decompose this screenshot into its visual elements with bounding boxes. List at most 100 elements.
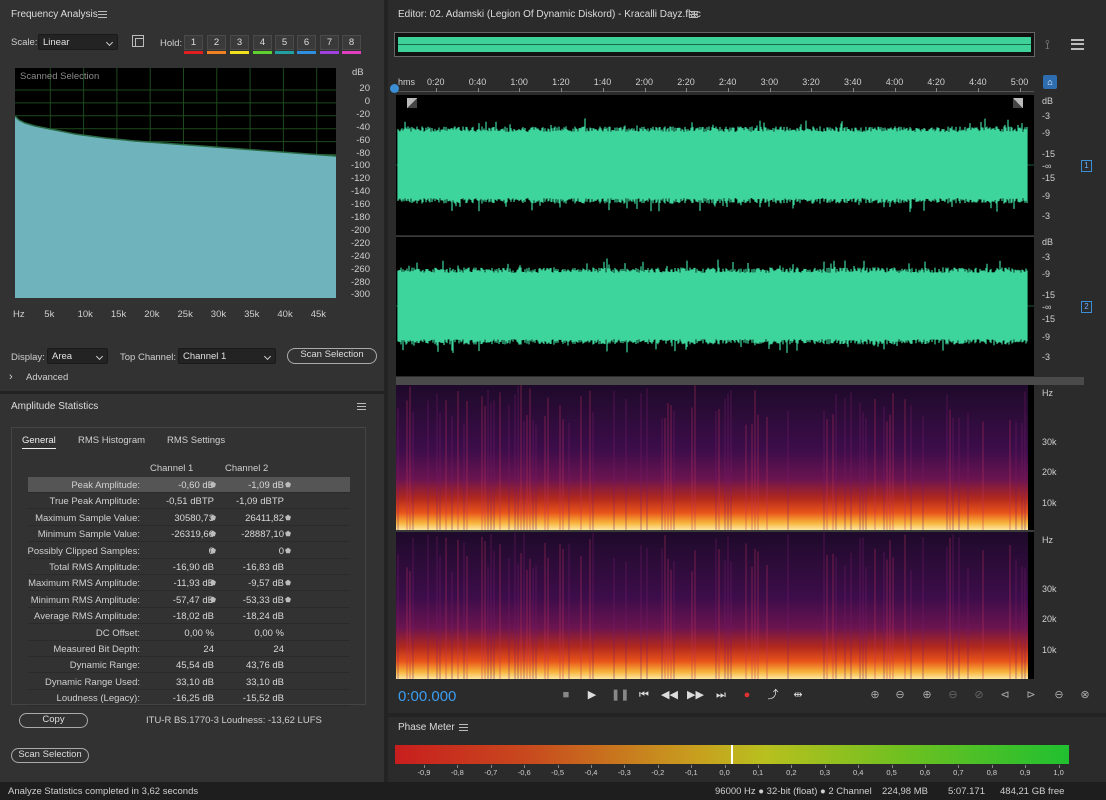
skip-forward-icon[interactable]: ⏭	[716, 689, 726, 701]
tab-general[interactable]: General	[22, 435, 56, 449]
goto-marker-icon[interactable]: ⬟	[210, 580, 217, 588]
stats-row[interactable]: Measured Bit Depth: 24 24	[28, 641, 350, 657]
zoom-vertical-icon[interactable]: ⟟	[1045, 37, 1050, 52]
stats-row[interactable]: Average RMS Amplitude: -18,02 dB -18,24 dB	[28, 608, 350, 625]
goto-marker-icon[interactable]: ⬟	[210, 547, 217, 555]
goto-marker-icon[interactable]: ⬟	[285, 547, 292, 555]
stat-channel-2: -1,09 dB	[248, 480, 284, 491]
snap-icon[interactable]: ⌂	[1043, 75, 1057, 89]
advanced-toggle[interactable]: Advanced	[26, 372, 69, 383]
hold-button-1[interactable]: 1	[184, 35, 203, 50]
zoom-out-full-icon[interactable]: ⊖	[948, 689, 958, 701]
stats-row[interactable]: True Peak Amplitude: -0,51 dBTP -1,09 dBTP	[28, 493, 350, 510]
panel-menu-icon[interactable]	[689, 11, 698, 18]
phase-tick: -0,2	[651, 768, 665, 777]
stats-row[interactable]: DC Offset: 0,00 % 0,00 %	[28, 625, 350, 641]
channel-1-badge[interactable]: 1	[1081, 160, 1092, 172]
channel-2-badge[interactable]: 2	[1081, 301, 1092, 313]
rewind-icon[interactable]: ◀◀	[661, 689, 678, 701]
current-time[interactable]: 0:00.000	[398, 688, 457, 705]
phase-tick-mark	[791, 765, 793, 768]
panel-menu-icon[interactable]	[459, 724, 468, 731]
hold-button-3[interactable]: 3	[230, 35, 249, 50]
frequency-analysis-title: Frequency Analysis	[11, 9, 98, 20]
editor-title: Editor: 02. Adamski (Legion Of Dynamic D…	[398, 9, 701, 20]
list-icon[interactable]	[1071, 39, 1084, 50]
time-tick-mark	[561, 88, 563, 92]
wave-db-tick: -∞	[1042, 302, 1052, 312]
stats-row[interactable]: Dynamic Range: 45,54 dB 43,76 dB	[28, 657, 350, 674]
fade-in-handle[interactable]	[407, 98, 417, 108]
overview-bar[interactable]	[394, 32, 1035, 57]
fast-forward-icon[interactable]: ▶▶	[687, 689, 704, 701]
pause-icon[interactable]: ❚❚	[611, 689, 630, 701]
zoom-in-left-icon[interactable]: ⊲	[1000, 689, 1010, 701]
copy-icon[interactable]	[132, 35, 144, 47]
goto-marker-icon[interactable]: ⬟	[210, 482, 217, 489]
stats-row[interactable]: Minimum RMS Amplitude: -57,47 dB -53,33 dB…	[28, 592, 350, 608]
playhead-marker[interactable]	[390, 84, 399, 93]
goto-marker-icon[interactable]: ⬟	[285, 482, 292, 489]
zoom-out-amplitude-icon[interactable]: ⊖	[895, 689, 905, 701]
freq-hz-tick: 10k	[77, 309, 93, 320]
zoom-selection-icon[interactable]: ⊘	[974, 689, 984, 701]
tab-rms-settings[interactable]: RMS Settings	[167, 435, 226, 446]
skip-back-icon[interactable]: ⏮	[639, 689, 649, 701]
loop-icon[interactable]: ⤴	[767, 689, 779, 701]
goto-marker-icon[interactable]: ⬟	[210, 531, 217, 539]
spectrogram-display[interactable]	[396, 385, 1034, 679]
play-icon[interactable]: ▶	[587, 689, 597, 701]
stats-row[interactable]: Loudness (Legacy): -16,25 dB -15,52 dB	[28, 690, 350, 707]
stats-row[interactable]: Maximum RMS Amplitude: -11,93 dB -9,57 dB ⬟…	[28, 575, 350, 592]
top-channel-dropdown[interactable]: Channel 1	[178, 348, 276, 364]
hold-button-2[interactable]: 2	[207, 35, 226, 50]
scan-selection-button[interactable]: Scan Selection	[287, 348, 377, 364]
zoom-full-icon[interactable]: ⊗	[1080, 689, 1090, 701]
time-tick-mark	[686, 88, 688, 92]
fade-out-handle[interactable]	[1013, 98, 1023, 108]
zoom-in-time-icon[interactable]: ⊕	[922, 689, 932, 701]
stats-row[interactable]: Possibly Clipped Samples: 0 0 ⬟ ⬟	[28, 543, 350, 559]
stats-row[interactable]: Dynamic Range Used: 33,10 dB 33,10 dB	[28, 674, 350, 690]
hold-button-7[interactable]: 7	[320, 35, 339, 50]
stats-row[interactable]: Minimum Sample Value: -26319,66 -28887,10 ⬟…	[28, 526, 350, 543]
goto-marker-icon[interactable]: ⬟	[285, 514, 292, 522]
freq-db-tick: 0	[364, 95, 370, 107]
hold-button-4[interactable]: 4	[253, 35, 272, 50]
stop-icon[interactable]: ■	[562, 689, 570, 701]
goto-marker-icon[interactable]: ⬟	[210, 514, 217, 522]
waveform-display[interactable]	[396, 95, 1034, 376]
stats-row[interactable]: Peak Amplitude: -0,60 dB -1,09 dB ⬟ ⬟	[28, 477, 350, 493]
goto-marker-icon[interactable]: ⬟	[285, 531, 292, 539]
chevron-right-icon[interactable]: ›	[9, 371, 13, 383]
amplitude-statistics-title: Amplitude Statistics	[11, 401, 99, 412]
tab-rms-histogram[interactable]: RMS Histogram	[78, 435, 146, 446]
hold-button-5[interactable]: 5	[275, 35, 294, 50]
time-tick: 1:20	[552, 77, 570, 87]
display-dropdown[interactable]: Area	[47, 348, 108, 364]
scale-dropdown[interactable]: Linear	[38, 34, 118, 50]
goto-marker-icon[interactable]: ⬟	[285, 596, 292, 604]
skip-selection-icon[interactable]: ⇹	[793, 689, 803, 701]
stats-row[interactable]: Maximum Sample Value: 30580,73 26411,82 ⬟ ⬟	[28, 510, 350, 526]
zoom-in-amplitude-icon[interactable]: ⊕	[870, 689, 880, 701]
stat-channel-2: -16,83 dB	[242, 562, 284, 573]
panel-menu-icon[interactable]	[357, 403, 366, 410]
zoom-out-time-icon[interactable]: ⊖	[1054, 689, 1064, 701]
hold-button-6[interactable]: 6	[297, 35, 316, 50]
stat-name: Average RMS Amplitude:	[34, 611, 140, 623]
scan-selection-button-2[interactable]: Scan Selection	[11, 748, 89, 763]
zoom-in-right-icon[interactable]: ⊳	[1026, 689, 1036, 701]
view-splitter[interactable]	[396, 377, 1084, 385]
goto-marker-icon[interactable]: ⬟	[210, 596, 217, 604]
goto-marker-icon[interactable]: ⬟	[285, 580, 292, 588]
stat-name: Dynamic Range:	[69, 660, 140, 672]
phase-tick: 0,6	[919, 768, 931, 777]
record-icon[interactable]: ●	[743, 689, 751, 701]
panel-menu-icon[interactable]	[98, 11, 107, 18]
time-ruler[interactable]	[394, 73, 1034, 92]
time-tick-mark	[978, 88, 980, 92]
stats-row[interactable]: Total RMS Amplitude: -16,90 dB -16,83 dB	[28, 559, 350, 575]
copy-button[interactable]: Copy	[19, 713, 88, 728]
hold-button-8[interactable]: 8	[342, 35, 361, 50]
